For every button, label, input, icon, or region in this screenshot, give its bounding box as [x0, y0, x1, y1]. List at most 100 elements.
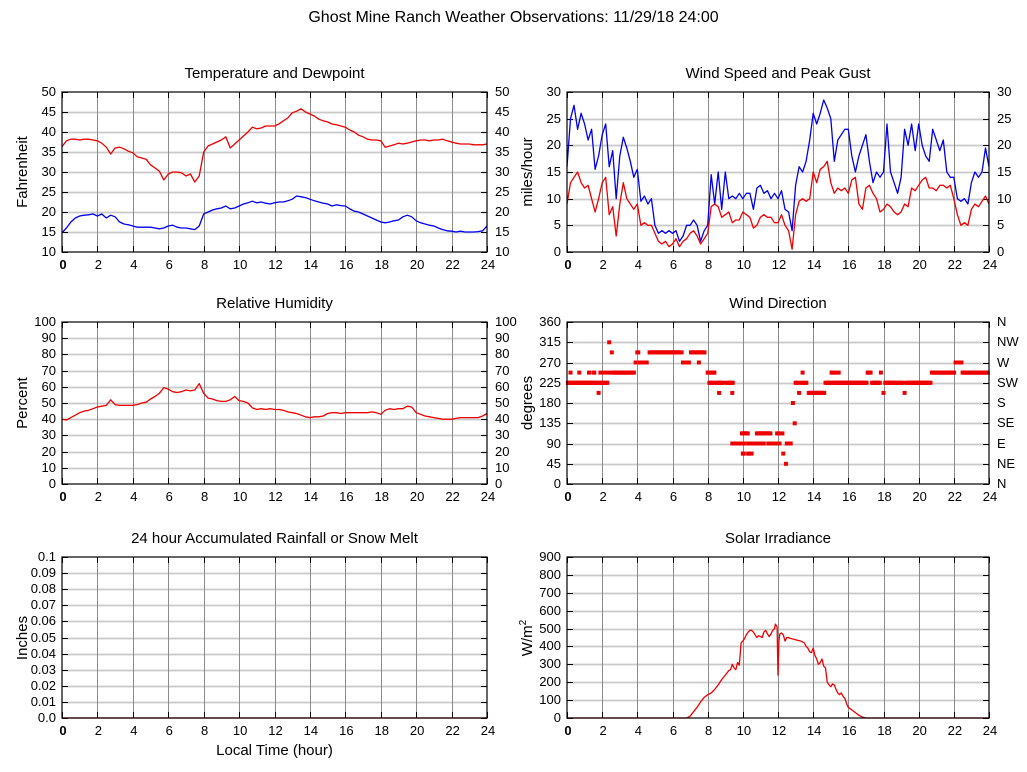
y-tick-label: 300 [539, 656, 561, 672]
y-tick-label: 0.02 [30, 677, 56, 693]
chart-title: Wind Speed and Peak Gust [685, 65, 871, 82]
chart-title: Wind Direction [729, 295, 827, 312]
x-tick-label: 8 [705, 723, 713, 738]
y-tick-label: 60 [41, 378, 56, 394]
gridlines [567, 557, 989, 718]
x-tick-label: 22 [445, 257, 460, 272]
y-tick-label: 30 [41, 427, 56, 443]
y-tick-label-right: 25 [495, 184, 510, 199]
y-tick-label-right: 90 [495, 330, 510, 346]
y-tick-label: 35 [41, 144, 56, 159]
x-tick-label: 2 [94, 723, 103, 738]
plot-frame [61, 91, 488, 253]
x-tick-label: 24 [480, 723, 496, 738]
y-tick-label: 0.05 [30, 629, 56, 645]
wind-speed-series [566, 160, 990, 250]
chart-solar-irradiance: Solar Irradiance W/m2 0 100 200 300 400 500 60… [518, 530, 997, 738]
x-tick-label: 4 [130, 257, 138, 272]
y-tick-label-right: 20 [495, 204, 510, 219]
y-tick-label: 70 [41, 362, 56, 378]
y-tick-label-right: 50 [495, 84, 510, 99]
y-tick-label-right: 20 [997, 137, 1012, 153]
x-tick-label: 4 [634, 723, 642, 738]
x-tick-label: 0 [59, 489, 67, 504]
relative-humidity-series [61, 382, 488, 421]
chart-temperature-dewpoint: Temperature and Dewpoint Fahrenheit 10 10… [14, 65, 509, 272]
x-tick-label: 16 [339, 489, 354, 504]
x-tick-label: 10 [736, 257, 752, 272]
x-tick-label: 18 [374, 257, 389, 272]
x-tick-label: 0 [564, 257, 572, 272]
x-axis-label: Local Time (hour) [216, 742, 333, 759]
chart-title: Relative Humidity [216, 295, 333, 312]
y-tick-label: 0.04 [30, 645, 56, 661]
x-tick-label: 18 [877, 489, 892, 504]
y-tick-label-right: N [997, 476, 1007, 491]
chart-title: Solar Irradiance [725, 530, 831, 547]
y-tick-label-right: 5 [997, 217, 1005, 233]
y-tick-label: 90 [546, 435, 561, 451]
x-tick-label: 14 [303, 257, 319, 272]
y-tick-label-right: NW [997, 334, 1019, 350]
y-tick-label: 50 [41, 395, 56, 410]
y-tick-label-right: 0 [997, 244, 1005, 259]
y-tick-label: 25 [41, 184, 56, 199]
y-tick-label: 90 [41, 330, 56, 346]
y-tick-label-right: SW [997, 374, 1018, 390]
x-tick-label: 20 [912, 723, 927, 738]
y-tick-label: 5 [553, 217, 561, 233]
y-tick-label: 0.07 [30, 597, 56, 613]
y-tick-label-right: 80 [495, 346, 510, 362]
y-tick-label: 20 [41, 204, 56, 219]
y-tick-label: 10 [546, 190, 561, 206]
plot-frame [61, 556, 488, 719]
y-tick-label-right: 40 [495, 411, 510, 427]
x-tick-label: 0 [59, 723, 67, 738]
y-tick-label: 80 [41, 346, 56, 362]
x-tick-label: 6 [669, 723, 678, 738]
plot-area [61, 321, 488, 485]
y-tick-label-right: 100 [495, 314, 517, 329]
x-tick-label: 20 [912, 257, 927, 272]
x-tick-label: 4 [634, 257, 642, 272]
x-tick-label: 12 [268, 723, 283, 738]
y-tick-label-right: 30 [495, 427, 510, 443]
y-tick-label: 500 [539, 620, 561, 636]
y-tick-label-right: 30 [997, 84, 1012, 99]
x-tick-label: 2 [599, 489, 607, 504]
x-tick-label: 4 [634, 489, 642, 504]
gridlines [62, 557, 487, 718]
x-tick-label: 16 [842, 489, 857, 504]
y-tick-label: 0.0 [37, 710, 56, 725]
plot-area [61, 556, 488, 719]
plot-frame [61, 321, 488, 485]
y-tick-label: 30 [546, 84, 561, 99]
chart-wind-direction: Wind Direction degrees 0 N 45 NE 90 E 135 SE 180… [519, 295, 1019, 504]
x-tick-label: 4 [130, 489, 138, 504]
y-tick-label-right: 70 [495, 362, 510, 378]
y-tick-label: 10 [41, 244, 56, 259]
y-tick-label: 40 [41, 411, 56, 427]
x-tick-label: 18 [877, 723, 892, 738]
x-tick-label: 6 [669, 257, 678, 272]
y-tick-label: 0.01 [30, 693, 56, 709]
y-tick-label-right: NE [997, 455, 1016, 471]
y-tick-label: 0.1 [37, 549, 56, 564]
x-tick-label: 4 [130, 723, 138, 738]
x-tick-label: 10 [736, 489, 752, 504]
gridlines [62, 322, 487, 484]
gridlines [567, 92, 989, 252]
gridlines [567, 322, 989, 484]
y-tick-label-right: 45 [495, 104, 510, 119]
y-tick-label: 0.06 [30, 613, 56, 629]
peak-gust-series [566, 99, 990, 242]
x-tick-label: 2 [94, 489, 103, 504]
x-tick-label: 6 [165, 257, 173, 272]
x-tick-label: 14 [303, 723, 319, 738]
y-tick-label-right: 20 [495, 443, 510, 459]
x-tick-label: 14 [806, 489, 822, 504]
y-tick-label-right: SE [997, 415, 1015, 431]
y-tick-label: 360 [539, 314, 561, 329]
